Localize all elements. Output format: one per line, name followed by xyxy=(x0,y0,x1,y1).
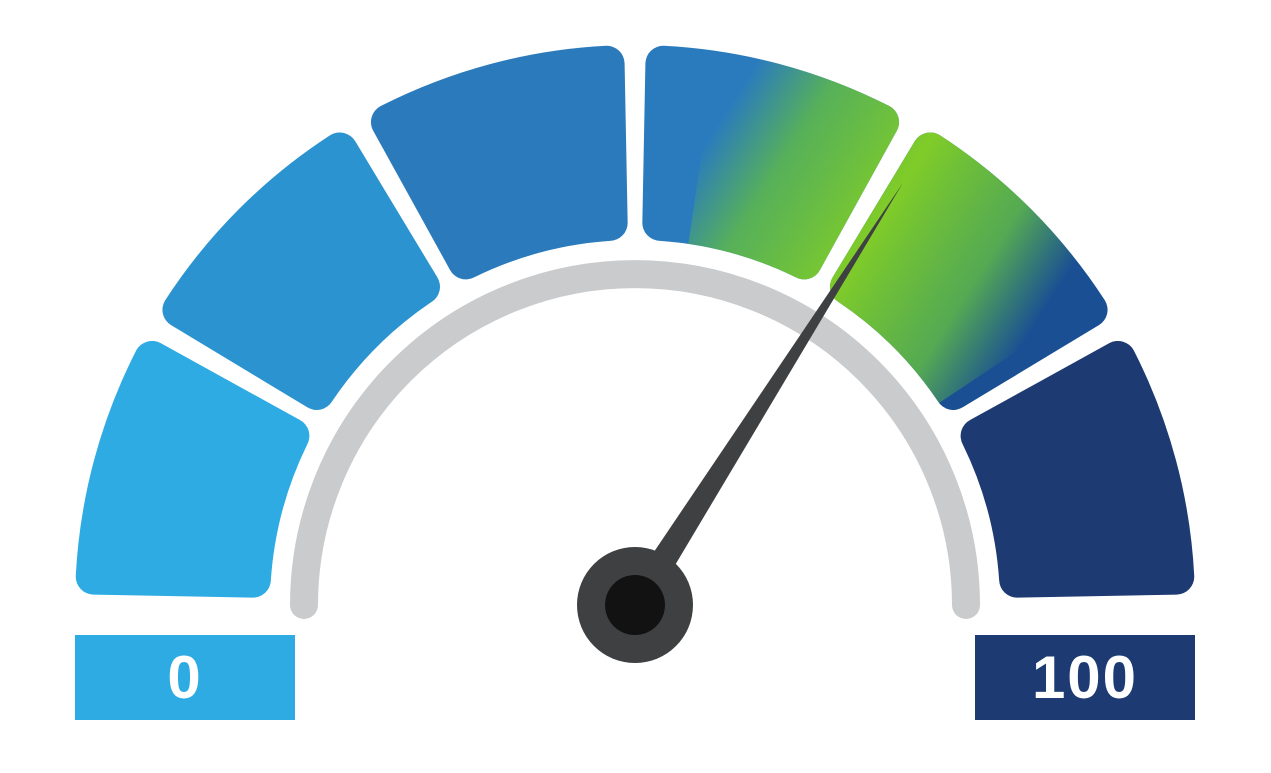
gauge-chart: 0 100 xyxy=(0,0,1271,773)
min-label: 0 xyxy=(75,635,295,720)
max-label: 100 xyxy=(975,635,1195,720)
needle-hub-inner xyxy=(605,575,665,635)
